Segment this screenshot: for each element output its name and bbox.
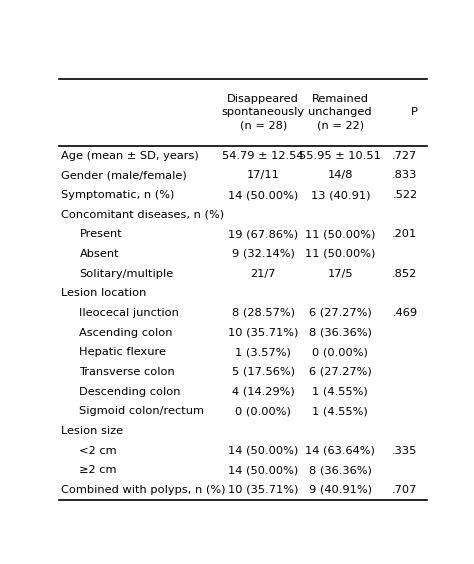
Text: 9 (40.91%): 9 (40.91%)	[309, 485, 372, 495]
Text: 10 (35.71%): 10 (35.71%)	[228, 328, 298, 338]
Text: 8 (36.36%): 8 (36.36%)	[309, 465, 372, 475]
Text: 0 (0.00%): 0 (0.00%)	[235, 406, 291, 416]
Text: 9 (32.14%): 9 (32.14%)	[232, 249, 294, 259]
Text: 1 (4.55%): 1 (4.55%)	[312, 406, 368, 416]
Text: Present: Present	[80, 230, 122, 239]
Text: P: P	[410, 107, 418, 117]
Text: 1 (3.57%): 1 (3.57%)	[235, 347, 291, 358]
Text: 54.79 ± 12.54: 54.79 ± 12.54	[222, 151, 304, 161]
Text: .201: .201	[392, 230, 418, 239]
Text: .727: .727	[392, 151, 418, 161]
Text: Disappeared
spontaneously
(n = 28): Disappeared spontaneously (n = 28)	[221, 94, 305, 130]
Text: 19 (67.86%): 19 (67.86%)	[228, 230, 298, 239]
Text: 21/7: 21/7	[250, 268, 276, 279]
Text: Absent: Absent	[80, 249, 119, 259]
Text: 14 (63.64%): 14 (63.64%)	[305, 446, 375, 456]
Text: 13 (40.91): 13 (40.91)	[310, 190, 370, 200]
Text: Remained
unchanged
(n = 22): Remained unchanged (n = 22)	[309, 94, 372, 130]
Text: 6 (27.27%): 6 (27.27%)	[309, 367, 372, 377]
Text: 14 (50.00%): 14 (50.00%)	[228, 190, 298, 200]
Text: .469: .469	[392, 308, 418, 318]
Text: 17/11: 17/11	[246, 170, 280, 180]
Text: Lesion location: Lesion location	[61, 288, 146, 298]
Text: 14 (50.00%): 14 (50.00%)	[228, 465, 298, 475]
Text: 6 (27.27%): 6 (27.27%)	[309, 308, 372, 318]
Text: 8 (36.36%): 8 (36.36%)	[309, 328, 372, 338]
Text: 11 (50.00%): 11 (50.00%)	[305, 230, 375, 239]
Text: 4 (14.29%): 4 (14.29%)	[232, 387, 294, 396]
Text: 14 (50.00%): 14 (50.00%)	[228, 446, 298, 456]
Text: .522: .522	[392, 190, 418, 200]
Text: .707: .707	[392, 485, 418, 495]
Text: Descending colon: Descending colon	[80, 387, 181, 396]
Text: 14/8: 14/8	[328, 170, 353, 180]
Text: 11 (50.00%): 11 (50.00%)	[305, 249, 375, 259]
Text: Solitary/multiple: Solitary/multiple	[80, 268, 173, 279]
Text: Age (mean ± SD, years): Age (mean ± SD, years)	[61, 151, 199, 161]
Text: Transverse colon: Transverse colon	[80, 367, 175, 377]
Text: Hepatic flexure: Hepatic flexure	[80, 347, 166, 358]
Text: <2 cm: <2 cm	[80, 446, 117, 456]
Text: Concomitant diseases, n (%): Concomitant diseases, n (%)	[61, 210, 224, 219]
Text: 5 (17.56%): 5 (17.56%)	[232, 367, 295, 377]
Text: 8 (28.57%): 8 (28.57%)	[232, 308, 295, 318]
Text: .335: .335	[392, 446, 418, 456]
Text: Lesion size: Lesion size	[61, 426, 123, 436]
Text: 0 (0.00%): 0 (0.00%)	[312, 347, 368, 358]
Text: ≥2 cm: ≥2 cm	[80, 465, 117, 475]
Text: Combined with polyps, n (%): Combined with polyps, n (%)	[61, 485, 226, 495]
Text: 10 (35.71%): 10 (35.71%)	[228, 485, 298, 495]
Text: .833: .833	[392, 170, 418, 180]
Text: Sigmoid colon/rectum: Sigmoid colon/rectum	[80, 406, 204, 416]
Text: Ascending colon: Ascending colon	[80, 328, 173, 338]
Text: 55.95 ± 10.51: 55.95 ± 10.51	[300, 151, 381, 161]
Text: Ileocecal junction: Ileocecal junction	[80, 308, 179, 318]
Text: Symptomatic, n (%): Symptomatic, n (%)	[61, 190, 174, 200]
Text: .852: .852	[392, 268, 418, 279]
Text: 17/5: 17/5	[328, 268, 353, 279]
Text: 1 (4.55%): 1 (4.55%)	[312, 387, 368, 396]
Text: Gender (male/female): Gender (male/female)	[61, 170, 187, 180]
